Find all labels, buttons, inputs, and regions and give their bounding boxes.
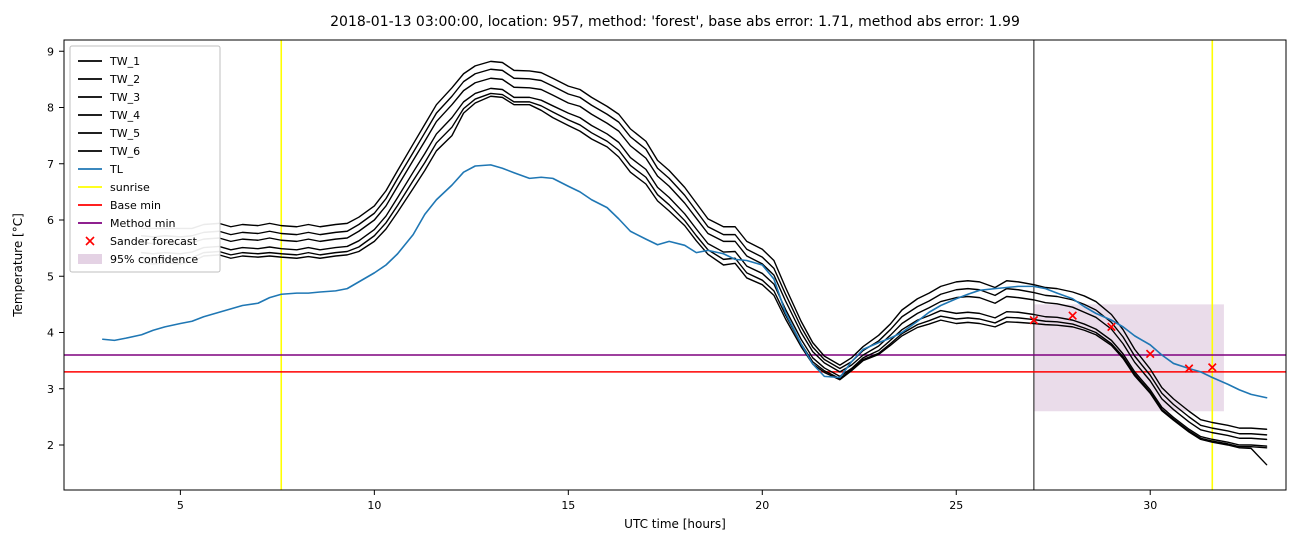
legend: TW_1 TW_2 TW_3 TW_4 TW_5 TW_6 TL sunrise Base mi… (70, 46, 220, 272)
y-tick-label: 5 (47, 270, 54, 283)
x-tick-label: 15 (561, 499, 575, 512)
legend-item-label: 95% confidence (110, 253, 198, 266)
y-tick-label: 3 (47, 383, 54, 396)
legend-item-label: Base min (110, 199, 161, 212)
legend-item-label: TW_1 (109, 55, 140, 68)
legend-item-label: Sander forecast (110, 235, 198, 248)
x-tick-label: 20 (755, 499, 769, 512)
legend-item-label: TW_4 (109, 109, 140, 122)
legend-item-label: TL (109, 163, 124, 176)
y-tick-label: 6 (47, 214, 54, 227)
legend-item-label: Method min (110, 217, 176, 230)
y-tick-label: 9 (47, 45, 54, 58)
y-tick-label: 8 (47, 102, 54, 115)
y-tick-label: 7 (47, 158, 54, 171)
x-tick-label: 10 (367, 499, 381, 512)
y-axis-label: Temperature [°C] (11, 213, 25, 318)
y-tick-label: 2 (47, 439, 54, 452)
temperature-forecast-chart: 5 10 15 20 25 30 2 3 4 5 6 7 8 9 UTC time [hours] Tempe… (0, 0, 1302, 547)
legend-item-label: TW_6 (109, 145, 140, 158)
legend-item-label: TW_5 (109, 127, 140, 140)
x-axis-label: UTC time [hours] (624, 517, 726, 531)
confidence-band (1034, 304, 1224, 411)
legend-item-label: TW_3 (109, 91, 140, 104)
legend-item-label: TW_2 (109, 73, 140, 86)
x-tick-label: 5 (177, 499, 184, 512)
legend-item-label: sunrise (110, 181, 150, 194)
x-tick-label: 25 (949, 499, 963, 512)
chart-title: 2018-01-13 03:00:00, location: 957, meth… (330, 14, 1020, 30)
x-tick-label: 30 (1143, 499, 1157, 512)
y-tick-label: 4 (47, 327, 54, 340)
